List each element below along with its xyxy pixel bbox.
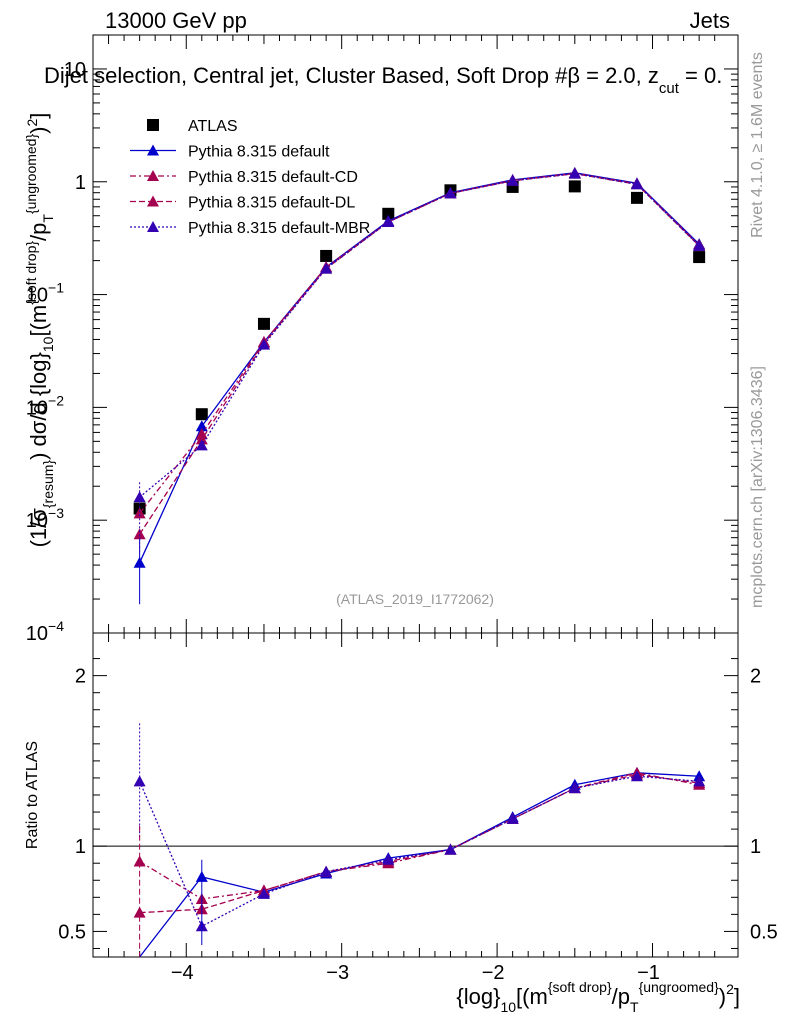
- atlas-point: [630, 191, 643, 204]
- y-tick-label-right: 2: [750, 666, 761, 688]
- main-y-axis-label: (1/σ{resum}) dσ/d {log}10[(m{soft drop}/…: [23, 113, 56, 548]
- atlas-point: [568, 180, 581, 193]
- ratio-y-axis-label: Ratio to ATLAS: [24, 741, 41, 849]
- mbr-point: [382, 215, 395, 227]
- dl-point: [133, 528, 146, 540]
- cd-ratio-line: [139, 772, 700, 900]
- mbr-point: [506, 174, 519, 186]
- y-tick-label: 10−4: [26, 618, 64, 645]
- mbr-point: [630, 178, 643, 190]
- mbr-point: [320, 262, 333, 274]
- ratio-frame-border: [92, 632, 739, 958]
- legend-dl-marker: [147, 195, 159, 207]
- legend-label: Pythia 8.315 default-CD: [188, 169, 358, 186]
- legend-label: ATLAS: [188, 118, 238, 135]
- legend-atlas-marker: [147, 119, 159, 131]
- x-axis-label: {log}10[(m{soft drop}/pT{ungroomed})2]: [456, 979, 740, 1015]
- rivet-version-label: Rivet 4.1.0, ≥ 1.6M events: [749, 52, 766, 238]
- y-tick-label: 1: [75, 172, 86, 194]
- main-series-layer: [133, 166, 706, 605]
- legend-label: Pythia 8.315 default-MBR: [188, 220, 370, 237]
- mbr-ratio-point: [382, 853, 395, 865]
- x-tick-label: −1: [637, 962, 660, 984]
- mbr-ratio-point: [630, 770, 643, 782]
- mbr-point: [257, 338, 270, 350]
- mbr-ratio-point: [444, 843, 457, 855]
- ratio-series-layer: [133, 723, 706, 958]
- mbr-ratio-point: [257, 887, 270, 899]
- ratio-panel: −4 −3 −2 −1 0.5 0.5 1 1 2 2: [58, 632, 778, 984]
- mbr-ratio-point: [320, 865, 333, 877]
- mbr-ratio-line: [139, 775, 700, 928]
- dl-ratio-line: [139, 773, 700, 914]
- mbr-ratio-point: [693, 775, 706, 787]
- y-tick-label: 10: [64, 59, 86, 81]
- y-tick-label: 10−2: [26, 392, 64, 419]
- legend-cd-marker: [147, 170, 159, 181]
- legend: ATLAS Pythia 8.315 default Pythia 8.315 de…: [130, 118, 370, 237]
- legend-default-marker: [147, 144, 159, 156]
- header-right: Jets: [690, 8, 730, 33]
- atlas-point: [382, 207, 395, 220]
- header-left: 13000 GeV pp: [105, 8, 247, 33]
- mbr-point: [195, 439, 208, 451]
- atlas-point: [257, 317, 270, 330]
- legend-mbr-marker: [147, 221, 159, 232]
- default-ratio-line: [139, 772, 700, 958]
- y-tick-label: 2: [75, 666, 86, 688]
- mbr-point: [444, 187, 457, 199]
- x-tick-label: −4: [171, 962, 194, 984]
- atlas-point: [693, 251, 706, 264]
- cd-ratio-point: [133, 855, 146, 867]
- atlas-point: [195, 408, 208, 421]
- mbr-ratio-point: [568, 782, 581, 794]
- y-tick-label: 1: [75, 836, 86, 858]
- x-tick-label: −2: [482, 962, 505, 984]
- mcplots-label: mcplots.cern.ch [arXiv:1306.3436]: [749, 366, 766, 608]
- chart-title: Dijet selection, Central jet, Cluster Ba…: [44, 63, 722, 97]
- y-tick-label-right: 1: [750, 836, 761, 858]
- x-tick-label: −3: [326, 962, 349, 984]
- atlas-point: [320, 249, 333, 262]
- y-tick-label-right: 0.5: [750, 921, 778, 943]
- watermark-label: (ATLAS_2019_I1772062): [336, 591, 494, 607]
- cd-point: [133, 507, 146, 519]
- y-tick-label: 0.5: [58, 921, 86, 943]
- mbr-ratio-point: [506, 812, 519, 824]
- svg-text:(1/σ{resum}) dσ/d {log}10[(m{s: (1/σ{resum}) dσ/d {log}10[(m{soft drop}/…: [23, 113, 56, 548]
- mbr-line: [139, 173, 700, 498]
- mbr-point: [693, 239, 706, 251]
- legend-label: Pythia 8.315 default: [188, 144, 330, 161]
- legend-label: Pythia 8.315 default-DL: [188, 195, 355, 212]
- mbr-point: [568, 167, 581, 179]
- mbr-point: [133, 491, 146, 503]
